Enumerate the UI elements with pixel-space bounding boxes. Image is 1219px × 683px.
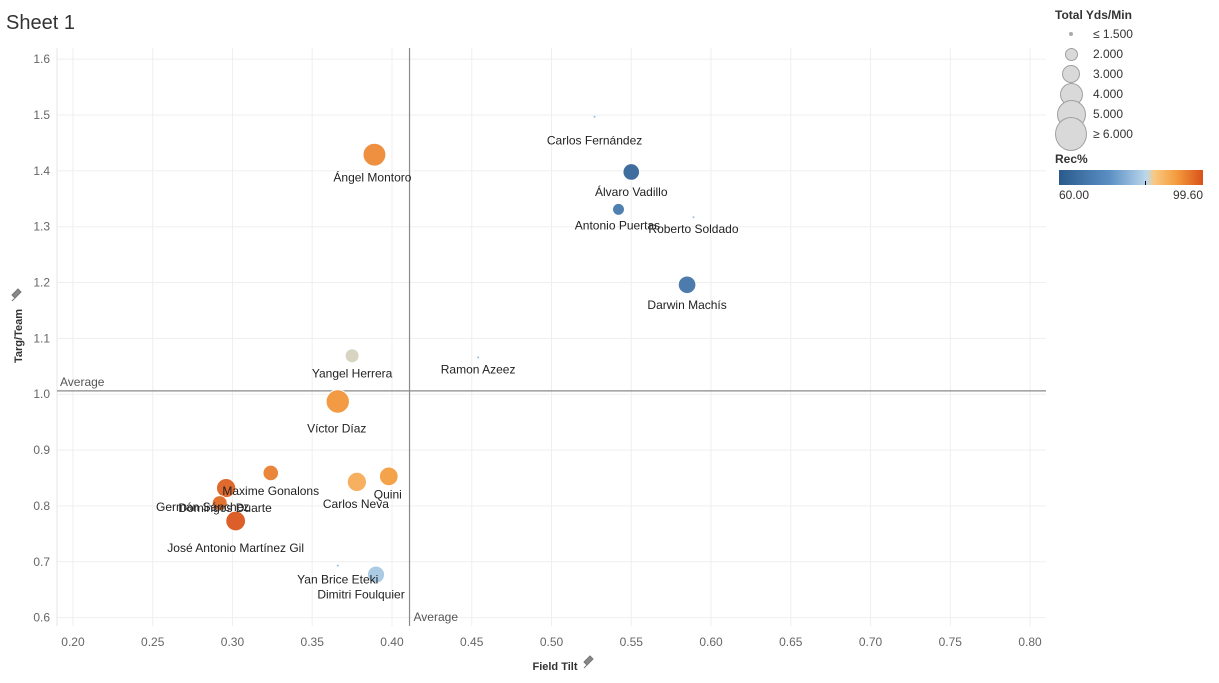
size-legend-circle xyxy=(1062,65,1080,83)
size-legend-item: ≥ 6.000 xyxy=(1055,117,1215,151)
y-average-label: Average xyxy=(60,375,105,389)
y-tick-label: 0.7 xyxy=(33,555,50,569)
y-tick-label: 1.5 xyxy=(33,108,50,122)
color-scale-marker xyxy=(1145,181,1146,185)
x-tick-label: 0.45 xyxy=(460,635,484,649)
y-tick-label: 0.8 xyxy=(33,499,50,513)
x-tick-label: 0.30 xyxy=(221,635,245,649)
y-axis-pin-icon[interactable] xyxy=(11,288,22,302)
size-legend-item: ≤ 1.500 xyxy=(1055,24,1215,44)
point-label: Carlos Fernández xyxy=(547,134,642,148)
color-min-label: 60.00 xyxy=(1059,188,1090,202)
size-legend-label: 5.000 xyxy=(1093,107,1124,121)
y-tick-label: 0.9 xyxy=(33,443,50,457)
scatter-chart: 0.20 0.25 0.30 0.35 0.40 0.45 0.50 0.55 0.60 0.65… xyxy=(11,48,1046,673)
size-legend-label: 4.000 xyxy=(1093,87,1124,101)
x-tick-label: 0.70 xyxy=(859,635,883,649)
size-legend: ≤ 1.500 2.000 3.000 4.000 5.000 ≥ 6.000 xyxy=(1055,24,1215,151)
point-label: Yan Brice Eteki xyxy=(297,573,378,587)
data-point[interactable] xyxy=(622,163,641,181)
sheet-title: Sheet 1 xyxy=(6,12,75,34)
x-tick-label: 0.75 xyxy=(939,635,963,649)
x-tick-label: 0.35 xyxy=(301,635,325,649)
size-legend-swatch xyxy=(1055,117,1087,151)
size-legend-title: Total Yds/Min xyxy=(1055,8,1132,22)
data-point[interactable] xyxy=(225,510,247,532)
point-label: José Antonio Martínez Gil xyxy=(167,541,304,555)
size-legend-item: 2.000 xyxy=(1055,44,1215,64)
color-legend-title: Rec% xyxy=(1055,152,1088,166)
point-label: Roberto Soldado xyxy=(648,222,738,236)
point-label: Germán Sánchez xyxy=(156,500,249,514)
data-point[interactable] xyxy=(692,216,695,219)
data-point[interactable] xyxy=(366,565,386,584)
point-label: Dimitri Foulquier xyxy=(317,588,404,602)
y-tick-label: 1.2 xyxy=(33,276,50,290)
data-point[interactable] xyxy=(677,275,697,295)
size-legend-label: ≥ 6.000 xyxy=(1093,127,1133,141)
x-axis-pin-icon[interactable] xyxy=(583,655,594,669)
y-axis-title: Targ/Team xyxy=(13,309,25,363)
point-label: Darwin Machís xyxy=(647,298,726,312)
point-label: Ramon Azeez xyxy=(441,362,516,376)
size-legend-swatch xyxy=(1055,47,1087,61)
x-tick-label: 0.55 xyxy=(620,635,644,649)
y-tick-label: 1.0 xyxy=(33,387,50,401)
point-label: Carlos Neva xyxy=(323,497,389,511)
y-tick-label: 1.4 xyxy=(33,164,50,178)
data-point[interactable] xyxy=(262,464,280,482)
point-label: Maxime Gonalons xyxy=(222,484,319,498)
size-legend-item: 3.000 xyxy=(1055,64,1215,84)
y-tick-label: 1.6 xyxy=(33,52,50,66)
x-axis-ticks: 0.20 0.25 0.30 0.35 0.40 0.45 0.50 0.55 0.60 0.65… xyxy=(61,635,1042,649)
data-point[interactable] xyxy=(215,477,237,499)
y-tick-label: 1.3 xyxy=(33,220,50,234)
y-tick-label: 1.1 xyxy=(33,331,50,345)
x-tick-label: 0.20 xyxy=(61,635,85,649)
data-point[interactable] xyxy=(612,202,625,216)
size-legend-label: 2.000 xyxy=(1093,47,1124,61)
y-tick-label: 0.6 xyxy=(33,611,50,625)
size-legend-circle xyxy=(1064,47,1078,61)
data-point[interactable] xyxy=(211,495,228,512)
data-point[interactable] xyxy=(362,142,387,167)
grid xyxy=(56,48,1046,626)
x-average-label: Average xyxy=(414,610,459,624)
point-label: Quini xyxy=(374,487,402,501)
size-legend-circle xyxy=(1055,117,1087,151)
size-legend-circle xyxy=(1069,32,1073,36)
data-point[interactable] xyxy=(593,115,596,118)
point-label: Antonio Puertas xyxy=(575,218,660,232)
x-tick-label: 0.40 xyxy=(380,635,404,649)
y-axis-ticks: 0.6 0.7 0.8 0.9 1.0 1.1 1.2 1.3 1.4 1.5 1.6 xyxy=(33,52,50,624)
color-scale-labels: 60.00 99.60 xyxy=(1059,188,1203,202)
x-tick-label: 0.25 xyxy=(141,635,165,649)
x-tick-label: 0.50 xyxy=(540,635,564,649)
color-max-label: 99.60 xyxy=(1172,188,1203,202)
size-legend-swatch xyxy=(1055,32,1087,36)
x-tick-label: 0.65 xyxy=(779,635,803,649)
point-label: Víctor Díaz xyxy=(307,422,366,436)
data-point[interactable] xyxy=(477,356,480,359)
point-labels: Carlos Fernández Ángel Montoro Álvaro Vadi… xyxy=(156,134,739,602)
point-label: Ángel Montoro xyxy=(333,170,411,185)
reference-lines: Average Average xyxy=(57,48,1046,626)
point-label: Álvaro Vadillo xyxy=(595,184,668,199)
size-legend-label: 3.000 xyxy=(1093,67,1124,81)
data-point[interactable] xyxy=(378,466,399,487)
x-axis-title: Field Tilt xyxy=(532,661,577,673)
point-label: Domingos Duarte xyxy=(178,501,272,515)
data-points xyxy=(211,115,697,584)
legend: Total Yds/Min ≤ 1.500 2.000 3.000 4.000 5.00… xyxy=(1055,8,1215,202)
data-point[interactable] xyxy=(336,564,339,567)
point-label: Yangel Herrera xyxy=(312,367,393,381)
color-scale-bar xyxy=(1059,170,1203,185)
data-point[interactable] xyxy=(344,348,360,364)
size-legend-label: ≤ 1.500 xyxy=(1093,27,1133,41)
x-tick-label: 0.80 xyxy=(1018,635,1042,649)
size-legend-swatch xyxy=(1055,65,1087,83)
x-tick-label: 0.60 xyxy=(699,635,723,649)
data-point[interactable] xyxy=(346,471,368,493)
data-point[interactable] xyxy=(325,389,350,414)
